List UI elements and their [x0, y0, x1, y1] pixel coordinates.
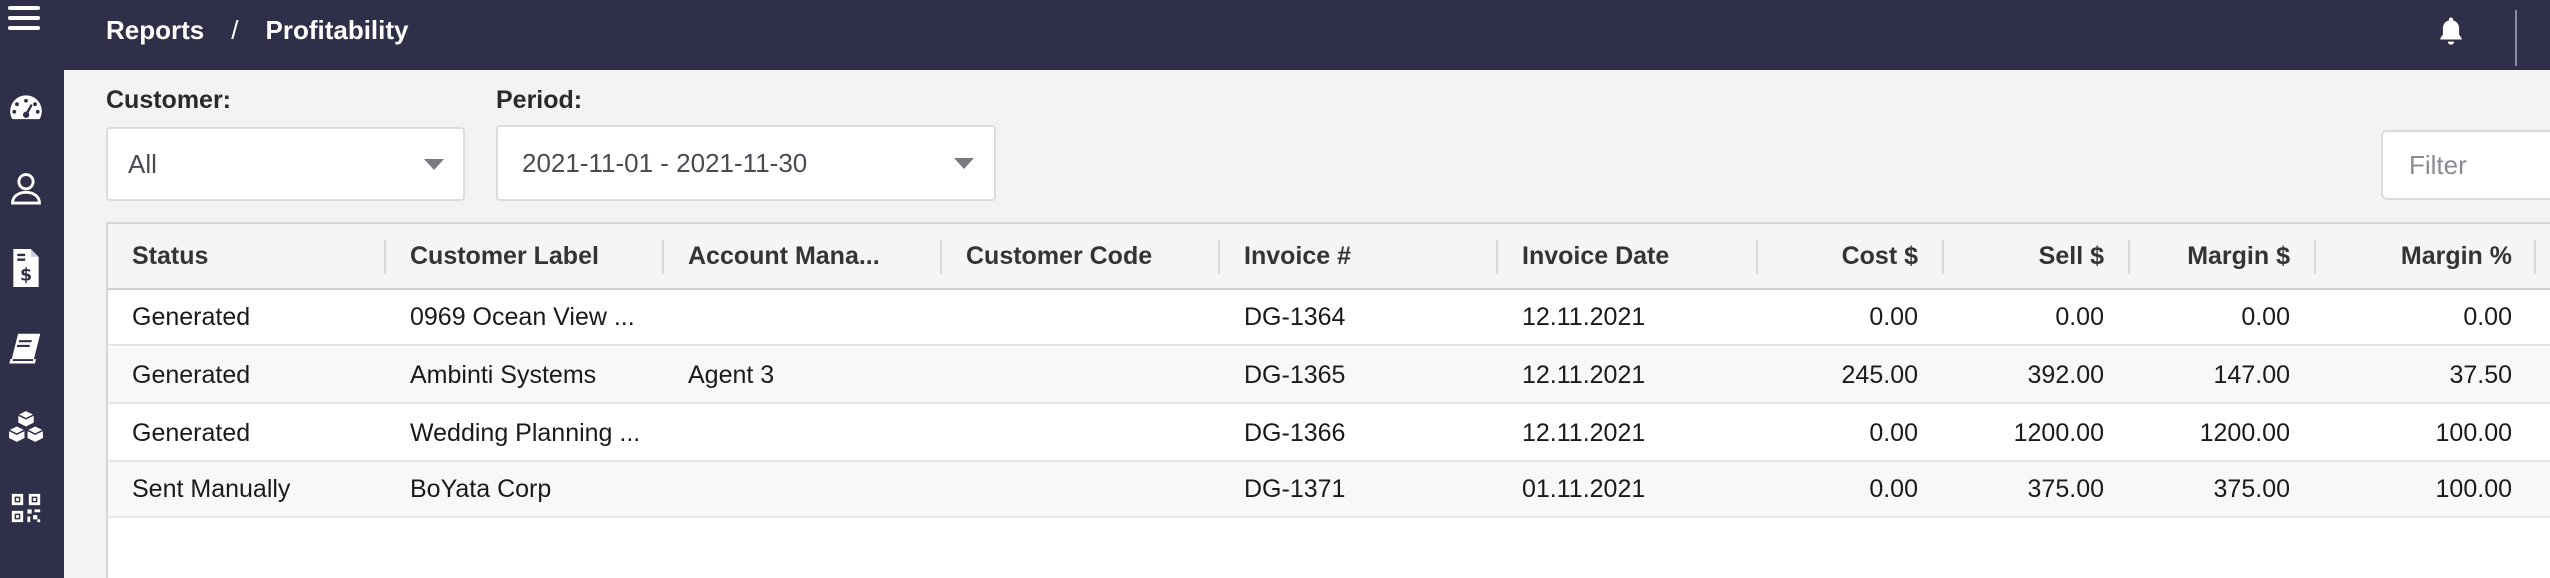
column-header-customer-label[interactable]: Customer Label [410, 241, 599, 270]
cell-customer-code [966, 406, 1216, 460]
cell-sell: 0.00 [2055, 302, 2104, 331]
cell-account-manager [688, 290, 938, 344]
cell-cost: 245.00 [1841, 360, 1918, 389]
cell-sell: 392.00 [2027, 360, 2104, 389]
cell-customer-label: Wedding Planning ... [410, 418, 641, 447]
breadcrumb-separator: / [231, 14, 239, 45]
book-icon[interactable] [6, 328, 46, 368]
cell-invoice-number: DG-1371 [1244, 474, 1346, 503]
period-label: Period: [496, 86, 583, 114]
cell-margin-percent: 37.50 [2449, 360, 2512, 389]
breadcrumb: Reports / Profitability [106, 14, 409, 46]
cell-invoice-date: 12.11.2021 [1522, 302, 1646, 331]
period-select[interactable]: 2021-11-01 - 2021-11-30 [496, 125, 996, 201]
dashboard-gauge-icon[interactable] [6, 88, 46, 128]
qr-code-icon[interactable] [6, 488, 46, 528]
cell-margin: 375.00 [2213, 474, 2290, 503]
filter-input[interactable] [2381, 130, 2550, 200]
cell-customer-code [966, 348, 1216, 402]
topbar-divider [2515, 10, 2517, 66]
table-row[interactable]: Generated Ambinti Systems Agent 3 DG-136… [108, 348, 2550, 404]
table-row[interactable]: Generated 0969 Ocean View ... DG-1364 12… [108, 290, 2550, 346]
cell-invoice-number: DG-1364 [1244, 302, 1346, 331]
hamburger-menu-icon[interactable] [8, 6, 40, 38]
cell-margin: 0.00 [2241, 302, 2290, 331]
cell-margin-percent: 100.00 [2435, 418, 2512, 447]
user-icon[interactable] [6, 168, 46, 208]
column-header-margin[interactable]: Margin $ [2187, 241, 2290, 270]
cell-customer-label: BoYata Corp [410, 474, 552, 503]
cell-sell: 1200.00 [2013, 418, 2104, 447]
cell-status: Generated [132, 302, 251, 331]
chevron-down-icon [954, 158, 974, 169]
cell-status: Sent Manually [132, 474, 291, 503]
customer-select-value: All [128, 148, 157, 179]
column-header-margin-percent[interactable]: Margin % [2400, 241, 2512, 270]
breadcrumb-profitability: Profitability [265, 14, 409, 45]
cell-invoice-date: 12.11.2021 [1522, 418, 1646, 447]
cell-cost: 0.00 [1869, 302, 1918, 331]
cell-cost: 0.00 [1869, 418, 1918, 447]
cell-account-manager [688, 462, 938, 516]
cell-invoice-number: DG-1366 [1244, 418, 1346, 447]
invoice-dollar-icon[interactable]: $ [6, 248, 46, 288]
cell-invoice-date: 12.11.2021 [1522, 360, 1646, 389]
customer-label: Customer: [106, 86, 232, 114]
cell-status: Generated [132, 418, 251, 447]
customer-select[interactable]: All [106, 127, 465, 201]
period-select-value: 2021-11-01 - 2021-11-30 [522, 147, 808, 178]
breadcrumb-reports[interactable]: Reports [106, 14, 205, 45]
cell-margin: 1200.00 [2199, 418, 2290, 447]
column-header-sell[interactable]: Sell $ [2038, 241, 2104, 270]
table-row[interactable]: Sent Manually BoYata Corp DG-1371 01.11.… [108, 462, 2550, 518]
cell-margin: 147.00 [2213, 360, 2290, 389]
column-header-cost[interactable]: Cost $ [1841, 241, 1918, 270]
cell-customer-label: 0969 Ocean View ... [410, 302, 635, 331]
cell-margin-percent: 0.00 [2463, 302, 2512, 331]
cell-status: Generated [132, 360, 251, 389]
column-header-invoice-number[interactable]: Invoice # [1244, 241, 1351, 270]
notification-bell-icon[interactable] [2434, 14, 2468, 48]
top-bar: Reports / Profitability [0, 0, 2550, 70]
column-header-invoice-date[interactable]: Invoice Date [1522, 241, 1670, 270]
column-header-status[interactable]: Status [132, 241, 209, 270]
cell-customer-code [966, 462, 1216, 516]
chevron-down-icon [424, 159, 444, 170]
column-header-account-manager[interactable]: Account Mana... [688, 241, 880, 270]
column-header-customer-code[interactable]: Customer Code [966, 241, 1153, 270]
table-row[interactable]: Generated Wedding Planning ... DG-1366 1… [108, 406, 2550, 462]
table-header: Status Customer Label Account Mana... Cu… [108, 224, 2550, 290]
cell-margin-percent: 100.00 [2435, 474, 2512, 503]
cell-customer-label: Ambinti Systems [410, 360, 597, 389]
cell-invoice-number: DG-1365 [1244, 360, 1346, 389]
cell-cost: 0.00 [1869, 474, 1918, 503]
cell-customer-code [966, 290, 1216, 344]
sidebar: $ [0, 70, 64, 578]
profitability-table: Status Customer Label Account Mana... Cu… [106, 222, 2550, 578]
cubes-inventory-icon[interactable] [6, 408, 46, 448]
cell-invoice-date: 01.11.2021 [1522, 474, 1646, 503]
svg-text:$: $ [20, 266, 32, 286]
cell-sell: 375.00 [2027, 474, 2104, 503]
cell-account-manager [688, 406, 938, 460]
cell-account-manager: Agent 3 [688, 360, 775, 389]
